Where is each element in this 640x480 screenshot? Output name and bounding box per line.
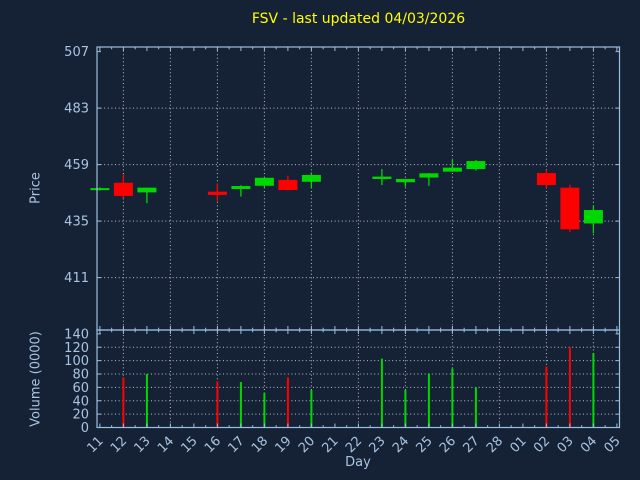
candle-day-24: [395, 178, 415, 187]
day-tick-label: 14: [155, 434, 177, 456]
volume-bar-day-20: [310, 390, 313, 428]
volume-bar-day-25: [427, 373, 430, 428]
day-axis-label: Day: [345, 455, 371, 470]
candle-day-16: [207, 183, 227, 202]
candle-day-13: [137, 187, 157, 204]
day-tick-label: 26: [437, 434, 459, 456]
candle-day-17: [231, 185, 251, 197]
volume-bar-day-12: [122, 377, 125, 428]
volume-tick-label: 120: [64, 341, 89, 356]
day-tick-label: 12: [108, 434, 130, 456]
volume-bar-day-16: [216, 381, 219, 428]
volume-bar-day-04: [592, 353, 595, 428]
day-tick-label: 01: [507, 434, 529, 456]
candle-day-04: [583, 205, 603, 234]
day-tick-label: 15: [178, 434, 200, 456]
candle-day-20: [301, 172, 321, 189]
price-tick-label: 483: [64, 102, 89, 117]
volume-bar-day-17: [239, 382, 242, 428]
candle-day-26: [442, 159, 462, 172]
candle-day-11: [90, 187, 110, 191]
day-tick-label: 22: [343, 434, 365, 456]
day-tick-label: 13: [131, 434, 153, 456]
day-tick-label: 11: [84, 434, 106, 456]
volume-tick-label: 100: [64, 354, 89, 369]
volume-bar-day-18: [263, 392, 266, 428]
volume-bar-day-13: [145, 374, 148, 428]
day-tick-label: 25: [413, 434, 435, 456]
day-tick-label: 16: [202, 434, 224, 456]
day-tick-label: 05: [601, 434, 623, 456]
candle-day-18: [254, 177, 274, 188]
price-tick-label: 411: [64, 271, 89, 286]
volume-bar-day-27: [474, 387, 477, 428]
day-tick-label: 02: [531, 434, 553, 456]
day-tick-label: 28: [484, 434, 506, 456]
price-axis-label: Price: [28, 172, 44, 204]
candle-day-27: [466, 160, 486, 171]
volume-axis-label: Volume (0000): [28, 331, 44, 427]
day-tick-label: 23: [366, 434, 388, 456]
volume-tick-label: 0: [81, 421, 89, 436]
day-tick-label: 27: [460, 434, 482, 456]
volume-bar-day-24: [404, 390, 407, 428]
chart-title: FSV - last updated 04/03/2026: [251, 11, 466, 27]
volume-bar-day-03: [568, 347, 571, 428]
day-tick-label: 17: [225, 434, 247, 456]
volume-bar-day-26: [451, 368, 454, 428]
volume-bar-day-19: [286, 377, 289, 428]
day-tick-label: 24: [390, 434, 412, 456]
candle-day-03: [560, 184, 580, 232]
volume-tick-label: 140: [64, 327, 89, 342]
candle-day-23: [372, 169, 392, 186]
volume-tick-label: 40: [72, 394, 89, 409]
day-tick-label: 03: [554, 434, 576, 456]
day-tick-label: 04: [578, 434, 600, 456]
volume-tick-label: 80: [72, 368, 89, 383]
candle-day-19: [278, 175, 298, 191]
day-tick-label: 21: [319, 434, 341, 456]
price-tick-label: 459: [64, 158, 89, 173]
volume-tick-label: 20: [72, 408, 89, 423]
volume-bar-day-23: [380, 358, 383, 428]
day-tick-label: 18: [249, 434, 271, 456]
day-tick-label: 19: [272, 434, 294, 456]
day-tick-label: 20: [296, 434, 318, 456]
price-tick-label: 507: [64, 45, 89, 60]
candle-day-25: [419, 173, 439, 186]
price-tick-label: 435: [64, 215, 89, 230]
candle-day-12: [113, 174, 133, 199]
volume-bar-day-02: [545, 366, 548, 428]
volume-tick-label: 60: [72, 381, 89, 396]
candle-day-02: [536, 170, 556, 188]
